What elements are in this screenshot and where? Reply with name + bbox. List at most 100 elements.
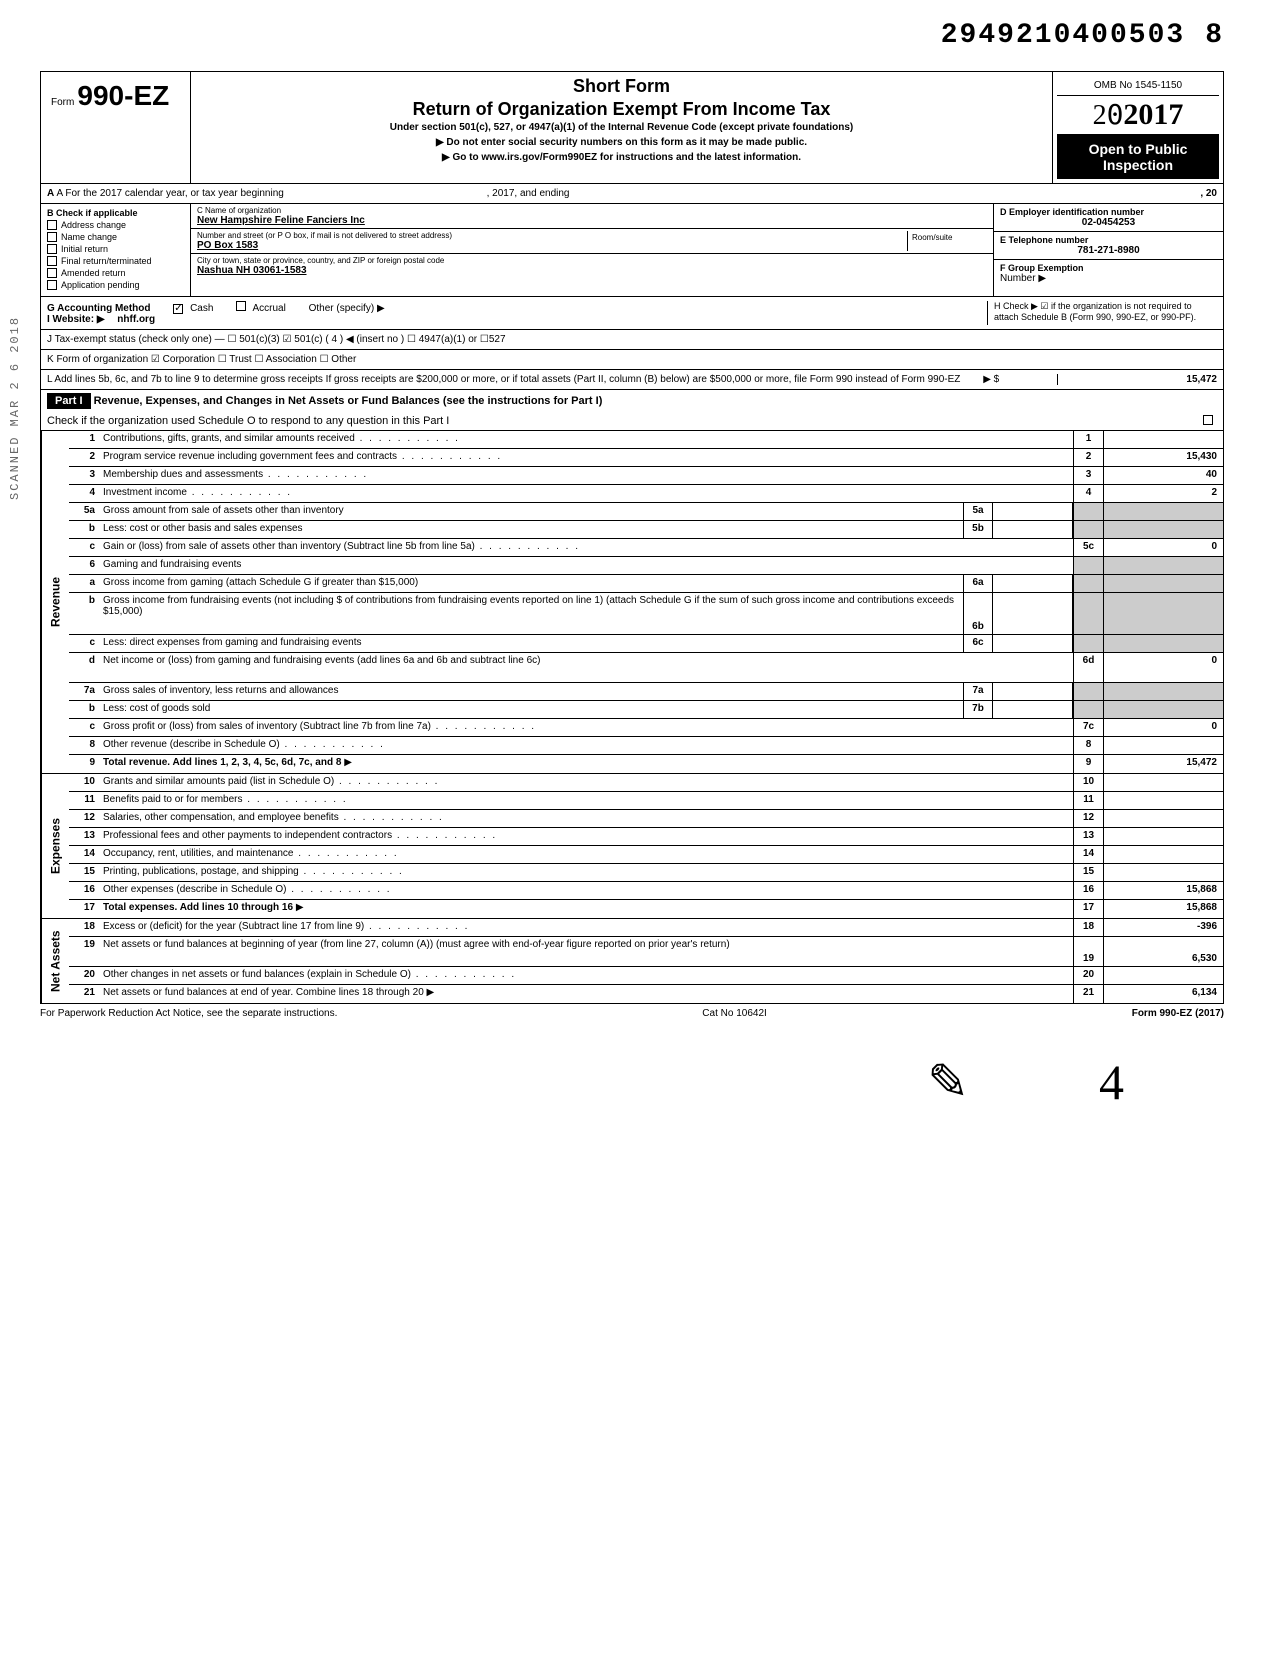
cb-name-change[interactable] bbox=[47, 232, 57, 242]
scanned-side-text: SCANNED MAR 2 6 2018 bbox=[8, 316, 22, 500]
page-footer: For Paperwork Reduction Act Notice, see … bbox=[40, 1004, 1224, 1023]
tax-year: 202017 bbox=[1057, 96, 1219, 135]
l14-val bbox=[1103, 846, 1223, 863]
footer-left: For Paperwork Reduction Act Notice, see … bbox=[40, 1008, 337, 1019]
l16-val: 15,868 bbox=[1103, 882, 1223, 899]
l6d-val: 0 bbox=[1103, 653, 1223, 682]
l19-desc: Net assets or fund balances at beginning… bbox=[99, 937, 1073, 966]
l1-box: 1 bbox=[1073, 431, 1103, 448]
part1-title: Revenue, Expenses, and Changes in Net As… bbox=[94, 395, 603, 407]
subtitle: Under section 501(c), 527, or 4947(a)(1)… bbox=[199, 122, 1044, 133]
l9-desc: Total revenue. Add lines 1, 2, 3, 4, 5c,… bbox=[103, 757, 341, 768]
cb-address-change[interactable] bbox=[47, 220, 57, 230]
l5a-end-shaded bbox=[1073, 503, 1103, 520]
cb-accrual[interactable] bbox=[236, 301, 246, 311]
revenue-section: Revenue 1Contributions, gifts, grants, a… bbox=[40, 431, 1224, 774]
e-phone-label: E Telephone number bbox=[1000, 235, 1217, 245]
l5a-desc: Gross amount from sale of assets other t… bbox=[99, 503, 963, 520]
l15-box: 15 bbox=[1073, 864, 1103, 881]
l9-val: 15,472 bbox=[1103, 755, 1223, 773]
org-name: New Hampshire Feline Fanciers Inc bbox=[197, 215, 987, 226]
form-number: 990-EZ bbox=[77, 80, 169, 111]
cb-pending[interactable] bbox=[47, 280, 57, 290]
column-b: B Check if applicable Address change Nam… bbox=[41, 204, 191, 296]
l15-desc: Printing, publications, postage, and shi… bbox=[99, 864, 1073, 881]
d-ein-label: D Employer identification number bbox=[1000, 207, 1217, 217]
cb-final-return[interactable] bbox=[47, 256, 57, 266]
l14-box: 14 bbox=[1073, 846, 1103, 863]
l4-desc: Investment income bbox=[99, 485, 1073, 502]
l4-val: 2 bbox=[1103, 485, 1223, 502]
l18-desc: Excess or (deficit) for the year (Subtra… bbox=[99, 919, 1073, 936]
row-a-left-text: A For the 2017 calendar year, or tax yea… bbox=[56, 188, 283, 199]
phone-value: 781-271-8980 bbox=[1000, 245, 1217, 256]
cb-initial-return[interactable] bbox=[47, 244, 57, 254]
cb-cash[interactable] bbox=[173, 304, 183, 314]
part1-header-row: Part I Revenue, Expenses, and Changes in… bbox=[40, 390, 1224, 431]
year-box: OMB No 1545-1150 202017 Open to Public I… bbox=[1053, 72, 1223, 183]
l5a-num: 5a bbox=[69, 503, 99, 520]
l7c-desc: Gross profit or (loss) from sales of inv… bbox=[99, 719, 1073, 736]
l21-val: 6,134 bbox=[1103, 985, 1223, 1003]
l6a-desc: Gross income from gaming (attach Schedul… bbox=[99, 575, 963, 592]
l5a-midval bbox=[993, 503, 1073, 520]
footer-mid: Cat No 10642I bbox=[702, 1008, 767, 1019]
l6c-end-shaded bbox=[1073, 635, 1103, 652]
l5b-midval bbox=[993, 521, 1073, 538]
cb-label-3: Final return/terminated bbox=[61, 256, 152, 266]
row-a: A A For the 2017 calendar year, or tax y… bbox=[40, 184, 1224, 204]
room-suite-label: Room/suite bbox=[907, 231, 987, 251]
net-assets-section: Net Assets 18Excess or (deficit) for the… bbox=[40, 919, 1224, 1004]
l7b-num: b bbox=[69, 701, 99, 718]
l3-desc: Membership dues and assessments bbox=[99, 467, 1073, 484]
cb-amended[interactable] bbox=[47, 268, 57, 278]
l6b-desc: Gross income from fundraising events (no… bbox=[99, 593, 963, 634]
b-header: B Check if applicable bbox=[47, 208, 184, 218]
l18-val: -396 bbox=[1103, 919, 1223, 936]
l12-val bbox=[1103, 810, 1223, 827]
l20-box: 20 bbox=[1073, 967, 1103, 984]
section-bc: B Check if applicable Address change Nam… bbox=[40, 204, 1224, 297]
l6c-mid: 6c bbox=[963, 635, 993, 652]
l13-box: 13 bbox=[1073, 828, 1103, 845]
org-street: PO Box 1583 bbox=[197, 240, 907, 251]
l18-num: 18 bbox=[69, 919, 99, 936]
l17-box: 17 bbox=[1073, 900, 1103, 918]
l17-val: 15,868 bbox=[1103, 900, 1223, 918]
l15-val bbox=[1103, 864, 1223, 881]
dln-main: 2949210400503 bbox=[941, 20, 1185, 51]
l6-num: 6 bbox=[69, 557, 99, 574]
document-locator-number: 29492104005038 bbox=[40, 20, 1224, 51]
l9-num: 9 bbox=[69, 755, 99, 773]
cb-label-4: Amended return bbox=[61, 268, 126, 278]
l6-desc: Gaming and fundraising events bbox=[99, 557, 1073, 574]
i-website-label: I Website: ▶ bbox=[47, 314, 105, 325]
l4-num: 4 bbox=[69, 485, 99, 502]
l-value: 15,472 bbox=[1057, 374, 1217, 385]
l13-val bbox=[1103, 828, 1223, 845]
l7a-val-shaded bbox=[1103, 683, 1223, 700]
l8-desc: Other revenue (describe in Schedule O) bbox=[99, 737, 1073, 754]
form-prefix: Form bbox=[51, 97, 74, 108]
form-header: Form 990-EZ Short Form Return of Organiz… bbox=[40, 71, 1224, 184]
l7a-num: 7a bbox=[69, 683, 99, 700]
other-label: Other (specify) ▶ bbox=[309, 303, 385, 314]
l7c-box: 7c bbox=[1073, 719, 1103, 736]
l5b-mid: 5b bbox=[963, 521, 993, 538]
l14-num: 14 bbox=[69, 846, 99, 863]
l3-box: 3 bbox=[1073, 467, 1103, 484]
l21-desc: Net assets or fund balances at end of ye… bbox=[99, 985, 1073, 1003]
l10-desc: Grants and similar amounts paid (list in… bbox=[99, 774, 1073, 791]
org-city: Nashua NH 03061-1583 bbox=[197, 265, 987, 276]
row-k-org-form: K Form of organization ☑ Corporation ☐ T… bbox=[40, 350, 1224, 370]
l6a-mid: 6a bbox=[963, 575, 993, 592]
l19-num: 19 bbox=[69, 937, 99, 966]
l7b-desc: Less: cost of goods sold bbox=[99, 701, 963, 718]
l16-num: 16 bbox=[69, 882, 99, 899]
l6a-val-shaded bbox=[1103, 575, 1223, 592]
g-label: G Accounting Method bbox=[47, 303, 151, 314]
cb-schedule-o[interactable] bbox=[1203, 415, 1213, 425]
l11-desc: Benefits paid to or for members bbox=[99, 792, 1073, 809]
ein-value: 02-0454253 bbox=[1000, 217, 1217, 228]
l6c-val-shaded bbox=[1103, 635, 1223, 652]
